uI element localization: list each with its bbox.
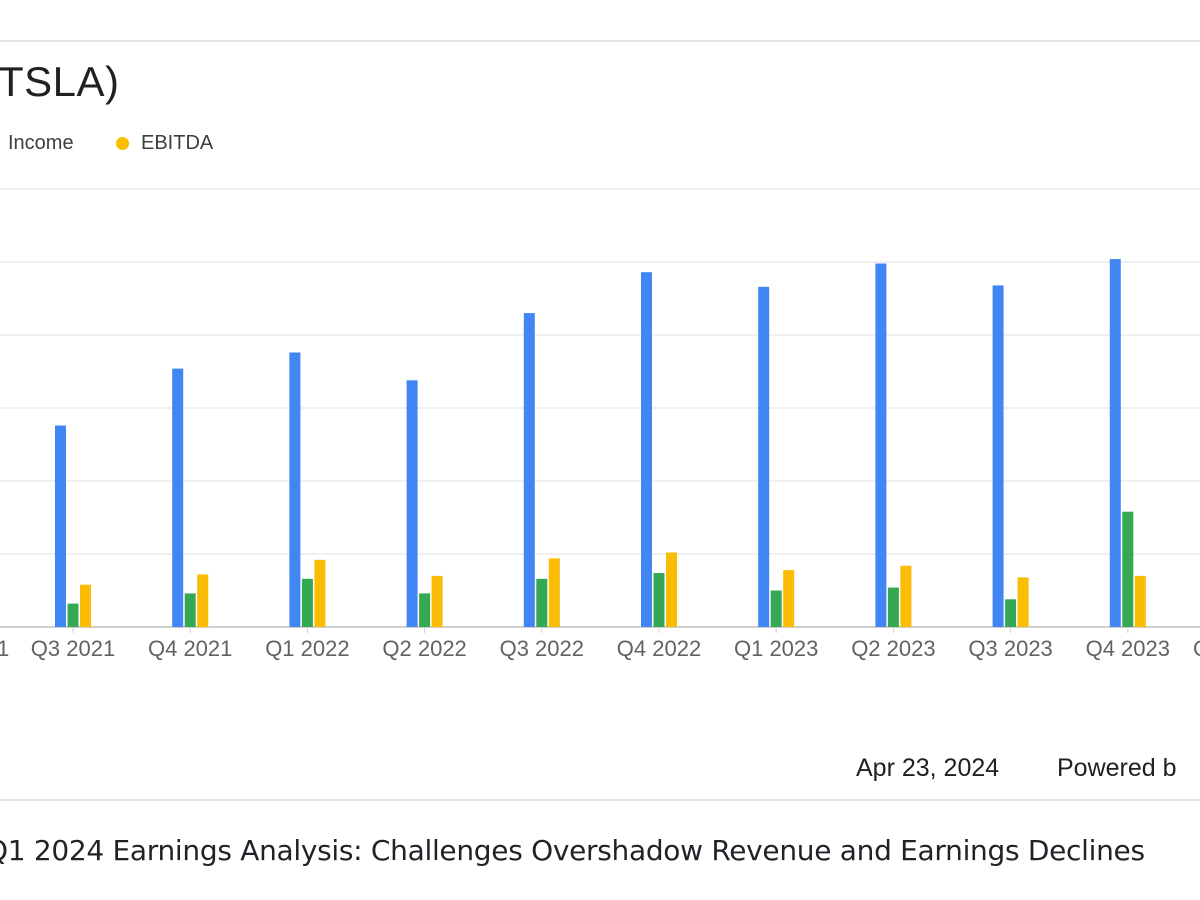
top-divider [0, 40, 1200, 42]
x-tick-label: Q4 2021 [148, 636, 232, 661]
powered-by-text[interactable]: Powered b [1057, 754, 1177, 782]
bar-income-q1-2023[interactable] [770, 590, 782, 628]
chart-title: TSLA) [0, 58, 120, 105]
x-tick-label: Q3 2022 [500, 636, 584, 661]
legend-item-income[interactable]: Income [8, 132, 74, 155]
bar-income-q2-2022[interactable] [419, 593, 431, 627]
bar-revenue-q4-2023[interactable] [1109, 259, 1121, 627]
x-tick-label-cropped-right: Q [1193, 636, 1200, 661]
legend-label-ebitda: EBITDA [141, 132, 214, 154]
x-tick-label: Q1 2023 [734, 636, 818, 661]
bar-income-q3-2022[interactable] [536, 578, 548, 627]
x-tick-label: Q3 2021 [31, 636, 115, 661]
chart-date: Apr 23, 2024 [856, 754, 1000, 782]
bar-ebitda-q1-2023[interactable] [783, 570, 795, 627]
x-tick-label: Q3 2023 [968, 636, 1052, 661]
bar-ebitda-q3-2022[interactable] [548, 558, 560, 627]
bar-ebitda-q4-2022[interactable] [666, 552, 677, 628]
bar-ebitda-q2-2023[interactable] [900, 565, 912, 627]
x-tick-label-cropped-left: 1 [0, 636, 9, 661]
legend-item-ebitda[interactable]: EBITDA [116, 132, 213, 155]
x-axis-labels: Q3 2021 Q4 2021 Q1 2022 Q2 2022 Q3 2022 Q4 20… [0, 636, 1200, 661]
bar-revenue-q3-2021[interactable] [55, 425, 66, 628]
bar-income-q4-2022[interactable] [653, 573, 665, 627]
x-tick-label: Q2 2023 [851, 636, 935, 661]
bar-revenue-q1-2022[interactable] [289, 352, 301, 628]
bar-chart: Q3 2021 Q4 2021 Q1 2022 Q2 2022 Q3 2022 Q4 20… [0, 188, 1200, 661]
bar-ebitda-q4-2021[interactable] [197, 574, 209, 627]
bar-income-q2-2023[interactable] [887, 587, 899, 627]
bar-revenue-q2-2022[interactable] [406, 380, 418, 627]
bar-ebitda-q4-2023[interactable] [1134, 575, 1146, 627]
bar-income-q1-2022[interactable] [301, 578, 313, 627]
bar-income-q3-2023[interactable] [1005, 599, 1017, 627]
article-caption[interactable]: Q1 2024 Earnings Analysis: Challenges Ov… [0, 834, 1145, 867]
legend-dot-ebitda-icon [116, 137, 129, 150]
bar-revenue-q3-2023[interactable] [992, 285, 1004, 627]
bar-revenue-q4-2022[interactable] [641, 272, 652, 627]
x-tick-label: Q4 2022 [617, 636, 701, 661]
bar-ebitda-q1-2022[interactable] [314, 559, 326, 627]
bar-income-q3-2021[interactable] [67, 603, 79, 627]
bars [55, 259, 1146, 627]
bar-income-q4-2023[interactable] [1122, 511, 1134, 627]
legend-label-income: Income [8, 132, 74, 154]
bar-revenue-q3-2022[interactable] [523, 313, 535, 627]
bar-revenue-q2-2023[interactable] [875, 263, 887, 628]
bar-ebitda-q3-2023[interactable] [1017, 577, 1029, 627]
bar-revenue-q1-2023[interactable] [758, 286, 770, 627]
bar-revenue-q4-2021[interactable] [172, 368, 184, 627]
bar-ebitda-q3-2021[interactable] [80, 584, 91, 627]
x-tick-label: Q1 2022 [265, 636, 349, 661]
x-tick-label: Q4 2023 [1086, 636, 1170, 661]
bar-income-q4-2021[interactable] [184, 593, 196, 627]
bottom-divider [0, 799, 1200, 801]
x-tick-label: Q2 2022 [382, 636, 466, 661]
bar-ebitda-q2-2022[interactable] [431, 575, 443, 627]
